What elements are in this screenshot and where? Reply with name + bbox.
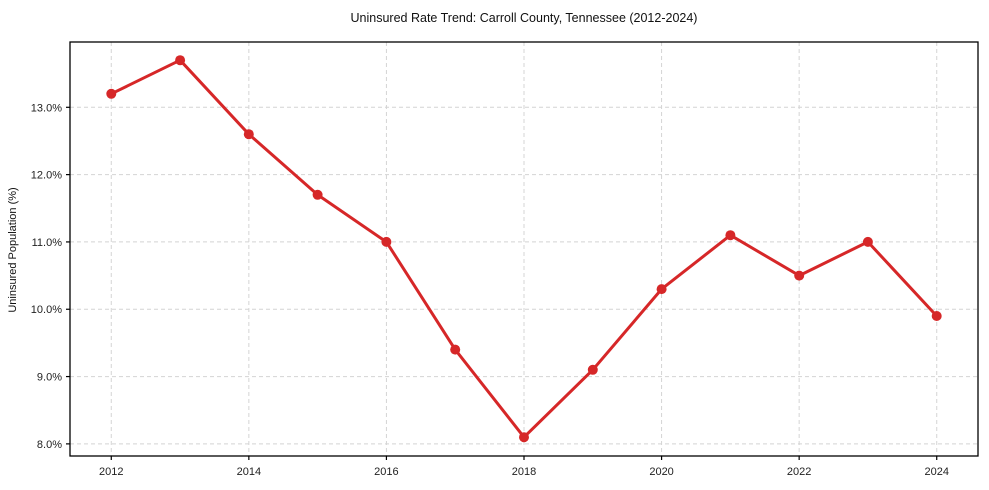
y-tick-label-11: 11.0% — [32, 237, 63, 249]
data-point-2024 — [931, 311, 942, 321]
ticks-layer: 2012 2014 2016 2018 2020 2022 2024 8.0% 9.0% 10.0… — [31, 102, 949, 478]
grid-layer — [70, 42, 978, 456]
y-axis-label: Uninsured Population (%) — [7, 187, 19, 312]
data-point-2015 — [312, 189, 323, 200]
y-tick-label-10: 10.0% — [31, 304, 62, 316]
data-point-2017 — [450, 344, 461, 355]
data-point-2016 — [381, 236, 392, 247]
y-tick-label-9: 9.0% — [37, 372, 62, 384]
y-tick-label-8: 8.0% — [37, 439, 62, 451]
y-tick-label-13: 13.0% — [31, 102, 62, 114]
x-tick-label-2016: 2016 — [374, 466, 398, 478]
x-tick-label-2024: 2024 — [924, 466, 948, 478]
series-layer — [106, 55, 942, 443]
x-tick-label-2018: 2018 — [512, 466, 536, 478]
x-tick-label-2014: 2014 — [237, 466, 261, 478]
data-point-2023 — [862, 236, 873, 247]
x-tick-label-2022: 2022 — [787, 466, 811, 478]
data-point-2012 — [106, 88, 117, 99]
x-tick-label-2020: 2020 — [649, 466, 673, 478]
chart-title: Uninsured Rate Trend: Carroll County, Te… — [351, 11, 698, 25]
data-point-2022 — [794, 270, 805, 281]
y-tick-label-12: 12.0% — [31, 170, 62, 182]
data-point-2014 — [243, 129, 254, 140]
data-point-2018 — [519, 432, 529, 443]
data-point-2019 — [587, 364, 598, 375]
data-point-2013 — [175, 55, 186, 66]
data-point-2021 — [725, 230, 736, 241]
x-tick-label-2012: 2012 — [99, 466, 123, 478]
data-point-2020 — [656, 284, 667, 295]
